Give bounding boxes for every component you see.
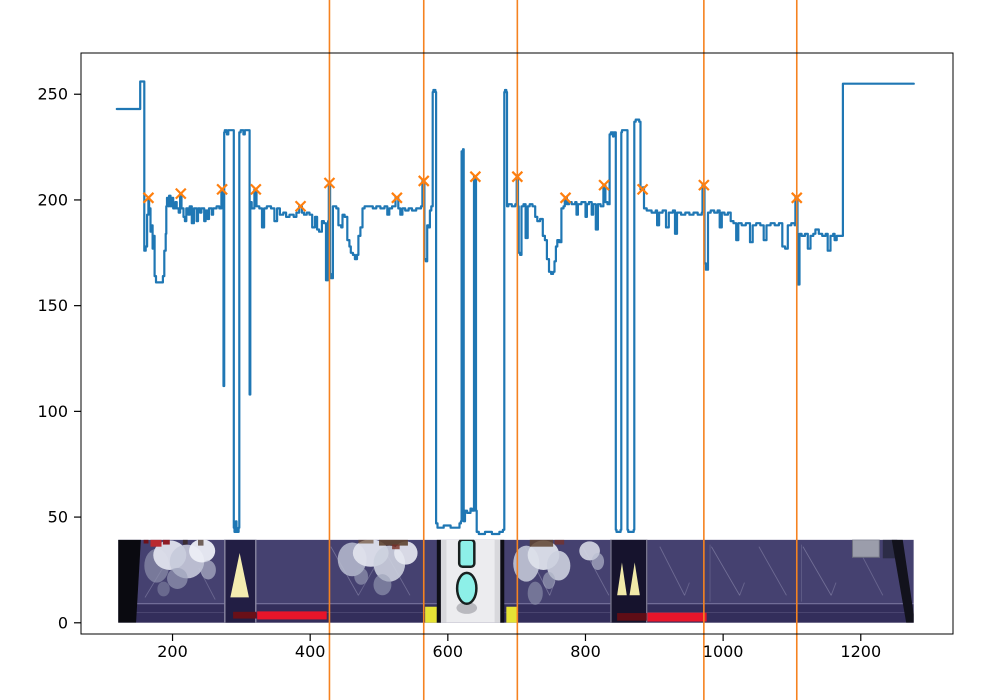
strip-polygon <box>629 562 640 596</box>
strip-rect <box>379 539 408 546</box>
strip-rect <box>617 613 647 621</box>
strip-smoke-blob <box>546 550 571 581</box>
strip-rect <box>554 539 565 545</box>
strip-rect <box>425 606 437 623</box>
strip-smoke-blob <box>542 572 556 589</box>
strip-rrect <box>457 539 476 569</box>
strip-rect <box>198 539 204 546</box>
strip-rect <box>136 603 914 623</box>
strip-smoke-blob <box>455 571 478 606</box>
strip-rect <box>233 611 257 619</box>
strip-line <box>659 546 685 596</box>
strip-polygon <box>230 553 249 598</box>
strip-line <box>739 582 745 596</box>
strip-line <box>758 546 787 596</box>
strip-rect <box>440 539 447 623</box>
strip-rect <box>143 539 149 544</box>
strip-rect <box>162 539 170 545</box>
tick-labels: 200 400 600 800 1000 1200 0 50 100 150 200 250 <box>37 85 881 661</box>
strip-rect <box>529 539 554 547</box>
peak-marker-x <box>216 183 228 196</box>
strip-rect <box>358 539 374 544</box>
y-tick-label: 0 <box>58 613 68 632</box>
strip-smoke-blob <box>189 539 216 563</box>
strip-smoke-blob <box>394 541 418 565</box>
plot-spines <box>80 52 954 635</box>
strip-rect <box>494 539 501 623</box>
strip-smoke-blob <box>527 581 543 605</box>
strip-polygon <box>118 539 141 623</box>
y-tick-label: 150 <box>37 296 68 315</box>
peak-marker-x <box>598 179 610 191</box>
y-tick-label: 250 <box>37 85 68 104</box>
strip-polygon <box>891 539 914 623</box>
peak-marker-x <box>142 192 155 204</box>
x-tick-label: 1000 <box>703 642 744 661</box>
strip-line <box>684 582 690 596</box>
strip-smoke-blob <box>167 567 188 589</box>
x-tick-label: 400 <box>295 642 326 661</box>
strip-rect <box>500 539 505 623</box>
y-tick-label: 50 <box>48 508 68 527</box>
strip-rect <box>852 539 880 558</box>
x-tick-label: 1200 <box>840 642 881 661</box>
peak-marker-x <box>469 170 482 183</box>
x-tick-label: 600 <box>433 642 464 661</box>
peak-marker-x <box>294 200 307 213</box>
peak-marker-x <box>250 183 262 196</box>
x-tick-label: 800 <box>570 642 601 661</box>
strip-smoke-blob <box>373 574 392 596</box>
strip-rect <box>506 606 518 623</box>
strip-smoke-blob <box>157 581 170 597</box>
x-tick-label: 200 <box>157 642 188 661</box>
strip-smoke-blob <box>354 567 368 585</box>
strip-rect <box>392 544 400 550</box>
peak-marker-x <box>175 187 187 200</box>
strip-rect <box>436 539 441 623</box>
peak-marker-x <box>391 192 403 204</box>
peak-marker-x <box>636 183 649 196</box>
strip-polygon <box>617 562 627 596</box>
strip-smoke-blob <box>456 602 478 614</box>
strip-rect <box>182 539 188 545</box>
strip-rect <box>257 611 327 620</box>
strip-line <box>802 546 832 596</box>
y-tick-label: 200 <box>37 190 68 209</box>
strip-smoke-blob <box>200 560 216 580</box>
strip-line <box>830 582 837 596</box>
strip-rect <box>610 539 648 623</box>
strip-line <box>711 546 741 596</box>
frame-strip <box>118 539 914 623</box>
event-vlines <box>328 0 798 700</box>
strip-rect <box>150 539 162 547</box>
y-tick-label: 100 <box>37 402 68 421</box>
strip-rect <box>647 612 707 622</box>
strip-smoke-blob <box>591 553 605 570</box>
peak-marker-x <box>559 192 572 204</box>
tick-marks <box>74 93 862 641</box>
